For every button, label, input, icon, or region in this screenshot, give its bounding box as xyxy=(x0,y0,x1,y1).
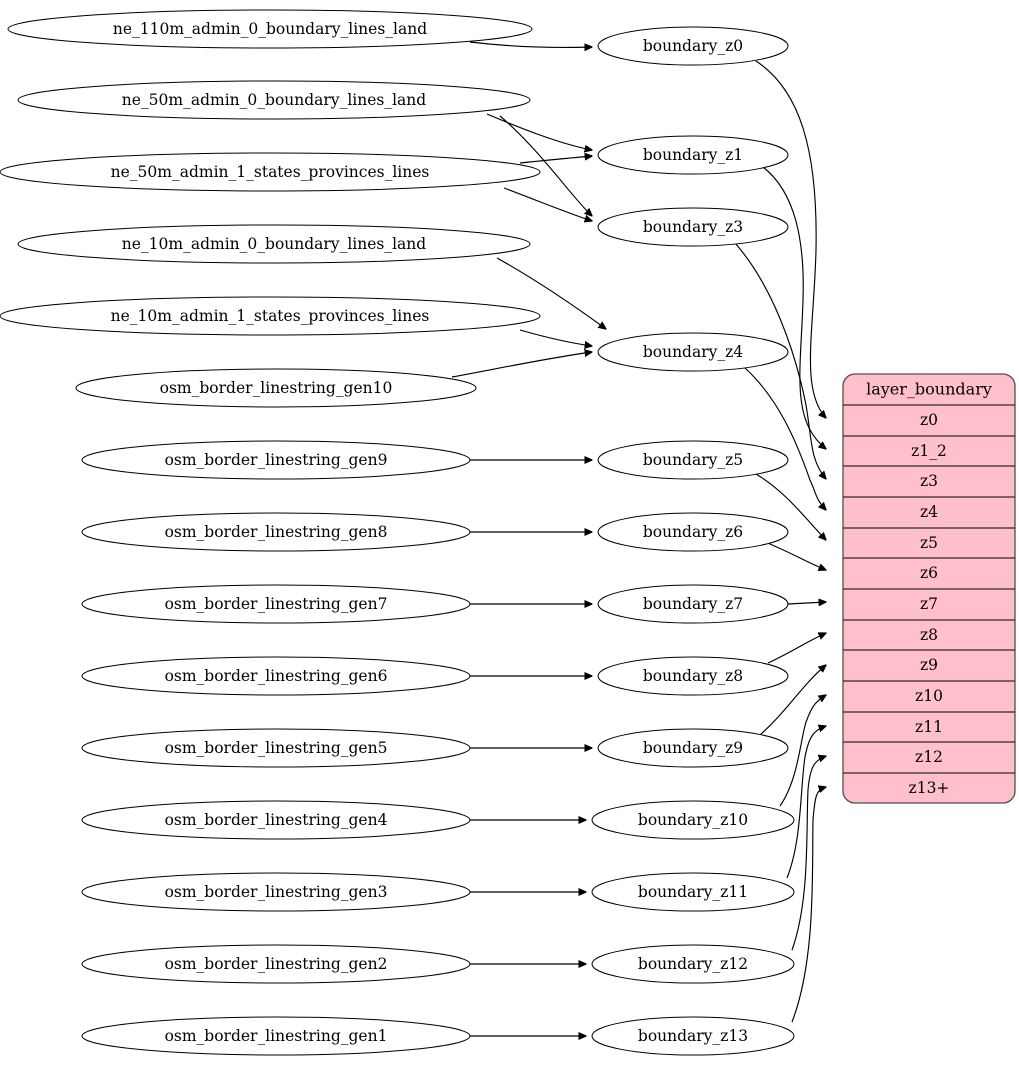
record-row-z0[interactable]: z0 xyxy=(920,411,938,429)
node-ne_50m_admin_0_boundary_lines_land[interactable]: ne_50m_admin_0_boundary_lines_land xyxy=(17,80,531,120)
node-osm_border_linestring_gen9[interactable]: osm_border_linestring_gen9 xyxy=(81,440,471,480)
edge-z4-to-row-z4 xyxy=(743,366,826,510)
node-boundary_z8[interactable]: boundary_z8 xyxy=(597,656,789,696)
edge-ne50m0-to-z1 xyxy=(486,113,592,150)
node-label: boundary_z12 xyxy=(638,955,748,973)
edge-z13-to-row-z13 xyxy=(791,787,826,1023)
node-osm_border_linestring_gen1[interactable]: osm_border_linestring_gen1 xyxy=(81,1016,471,1056)
node-boundary_z5[interactable]: boundary_z5 xyxy=(597,440,789,480)
edge-gen10-to-z4 xyxy=(451,352,592,378)
edge-z11-to-row-z11 xyxy=(786,726,826,879)
record-row-z8[interactable]: z8 xyxy=(920,626,938,644)
node-label: boundary_z9 xyxy=(643,739,743,757)
node-ne_50m_admin_1_states_provinces_lines[interactable]: ne_50m_admin_1_states_provinces_lines xyxy=(0,152,541,192)
node-osm_border_linestring_gen6[interactable]: osm_border_linestring_gen6 xyxy=(81,656,471,696)
record-row-z7[interactable]: z7 xyxy=(920,595,938,613)
node-boundary_z11[interactable]: boundary_z11 xyxy=(591,872,795,912)
node-label: boundary_z5 xyxy=(643,451,743,469)
node-ne_110m_admin_0_boundary_lines_land[interactable]: ne_110m_admin_0_boundary_lines_land xyxy=(7,9,533,49)
edge-z9-to-row-z9 xyxy=(759,665,826,736)
record-row-z5[interactable]: z5 xyxy=(920,534,938,552)
node-osm_border_linestring_gen8[interactable]: osm_border_linestring_gen8 xyxy=(81,512,471,552)
node-boundary_z6[interactable]: boundary_z6 xyxy=(597,512,789,552)
edge-ne50m1-to-z3 xyxy=(503,187,592,221)
node-boundary_z9[interactable]: boundary_z9 xyxy=(597,728,789,768)
node-label: boundary_z1 xyxy=(643,146,743,164)
node-boundary_z4[interactable]: boundary_z4 xyxy=(597,332,789,372)
record-row-z3[interactable]: z3 xyxy=(920,472,938,490)
edge-ne10m0-to-z4 xyxy=(496,257,606,329)
edge-z1-to-row-z1_2 xyxy=(762,166,826,449)
node-osm_border_linestring_gen10[interactable]: osm_border_linestring_gen10 xyxy=(75,368,477,408)
node-label: boundary_z6 xyxy=(643,523,743,541)
node-label: osm_border_linestring_gen2 xyxy=(165,955,388,973)
node-label: boundary_z8 xyxy=(643,667,743,685)
record-row-z4[interactable]: z4 xyxy=(920,503,938,521)
edge-ne10m1-to-z4 xyxy=(519,329,592,346)
boundary-node-group: boundary_z0 boundary_z1 boundary_z3 boun… xyxy=(591,26,795,1056)
node-label: boundary_z4 xyxy=(643,343,743,361)
node-label: ne_110m_admin_0_boundary_lines_land xyxy=(113,20,427,38)
node-boundary_z12[interactable]: boundary_z12 xyxy=(591,944,795,984)
edge-group-source-to-boundary xyxy=(451,41,606,1036)
node-label: osm_border_linestring_gen3 xyxy=(165,883,388,901)
edge-ne50m1-to-z1 xyxy=(519,156,592,164)
edge-z3-to-row-z3 xyxy=(734,242,826,479)
node-label: boundary_z11 xyxy=(638,883,748,901)
record-row-z12[interactable]: z12 xyxy=(915,748,943,766)
record-row-z11[interactable]: z11 xyxy=(915,718,943,736)
node-boundary_z3[interactable]: boundary_z3 xyxy=(597,207,789,247)
node-label: osm_border_linestring_gen8 xyxy=(165,523,388,541)
edge-z12-to-row-z12 xyxy=(791,756,826,951)
node-osm_border_linestring_gen5[interactable]: osm_border_linestring_gen5 xyxy=(81,728,471,768)
node-label: boundary_z7 xyxy=(643,595,743,613)
source-node-group: ne_110m_admin_0_boundary_lines_land ne_5… xyxy=(0,9,541,1056)
node-label: osm_border_linestring_gen6 xyxy=(165,667,388,685)
node-label: boundary_z0 xyxy=(643,37,743,55)
node-boundary_z7[interactable]: boundary_z7 xyxy=(597,584,789,624)
node-boundary_z1[interactable]: boundary_z1 xyxy=(597,135,789,175)
edge-z7-to-row-z7 xyxy=(787,602,826,604)
edge-z0-to-row-z0 xyxy=(755,60,826,418)
node-label: boundary_z10 xyxy=(638,811,748,829)
node-label: osm_border_linestring_gen9 xyxy=(165,451,388,469)
node-ne_10m_admin_1_states_provinces_lines[interactable]: ne_10m_admin_1_states_provinces_lines xyxy=(0,296,541,336)
node-ne_10m_admin_0_boundary_lines_land[interactable]: ne_10m_admin_0_boundary_lines_land xyxy=(17,224,531,264)
record-node-layer-boundary[interactable]: layer_boundary z0 z1_2 z3 z4 z5 z6 z7 z8… xyxy=(842,373,1016,804)
node-label: osm_border_linestring_gen4 xyxy=(165,811,388,829)
node-label: ne_10m_admin_0_boundary_lines_land xyxy=(122,235,426,253)
edge-ne50m0-to-z3 xyxy=(499,115,592,216)
edge-z6-to-row-z6 xyxy=(764,541,826,570)
node-osm_border_linestring_gen3[interactable]: osm_border_linestring_gen3 xyxy=(81,872,471,912)
record-row-z6[interactable]: z6 xyxy=(920,564,938,582)
node-label: ne_50m_admin_0_boundary_lines_land xyxy=(122,91,426,109)
record-row-z9[interactable]: z9 xyxy=(920,656,938,674)
node-osm_border_linestring_gen2[interactable]: osm_border_linestring_gen2 xyxy=(81,944,471,984)
edge-z10-to-row-z10 xyxy=(779,695,826,807)
node-osm_border_linestring_gen7[interactable]: osm_border_linestring_gen7 xyxy=(81,584,471,624)
node-label: boundary_z3 xyxy=(643,218,743,236)
node-boundary_z0[interactable]: boundary_z0 xyxy=(597,26,789,66)
node-label: osm_border_linestring_gen7 xyxy=(165,595,388,613)
node-label: ne_50m_admin_1_states_provinces_lines xyxy=(111,163,430,181)
record-row-z1_2[interactable]: z1_2 xyxy=(911,442,947,460)
edge-z5-to-row-z5 xyxy=(755,473,826,540)
node-label: boundary_z13 xyxy=(638,1027,748,1045)
record-row-z10[interactable]: z10 xyxy=(915,687,943,705)
node-label: osm_border_linestring_gen5 xyxy=(165,739,388,757)
record-title: layer_boundary xyxy=(866,380,992,399)
node-label: osm_border_linestring_gen10 xyxy=(160,379,393,397)
node-osm_border_linestring_gen4[interactable]: osm_border_linestring_gen4 xyxy=(81,800,471,840)
edge-z8-to-row-z8 xyxy=(767,633,826,664)
edge-ne110m-to-z0 xyxy=(469,41,592,47)
record-row-z13plus[interactable]: z13+ xyxy=(909,779,950,797)
node-boundary_z13[interactable]: boundary_z13 xyxy=(591,1016,795,1056)
edge-group-boundary-to-record xyxy=(734,60,826,1023)
node-boundary_z10[interactable]: boundary_z10 xyxy=(591,800,795,840)
node-label: ne_10m_admin_1_states_provinces_lines xyxy=(111,307,430,325)
node-label: osm_border_linestring_gen1 xyxy=(165,1027,388,1045)
